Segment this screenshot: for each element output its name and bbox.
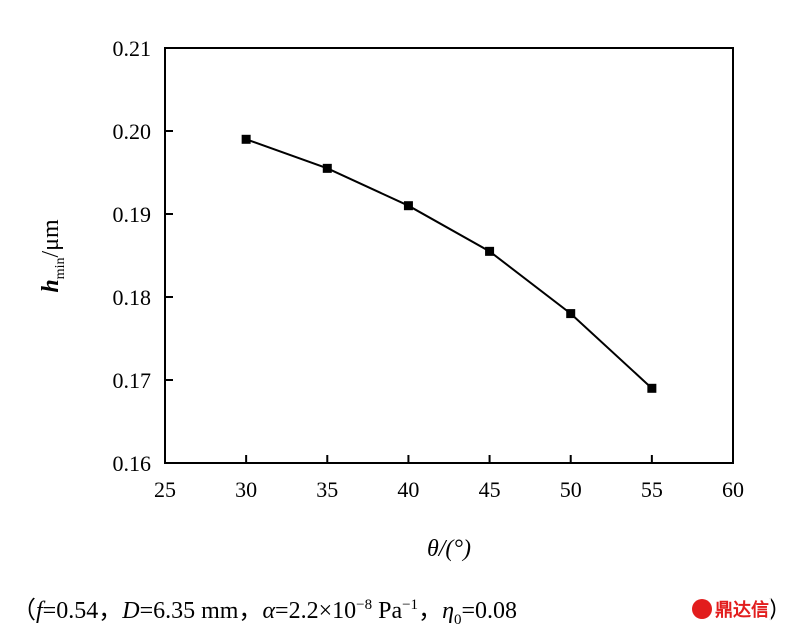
caption-eta-symbol: η bbox=[442, 598, 454, 624]
y-tick-label: 0.19 bbox=[113, 202, 152, 227]
x-tick-label: 40 bbox=[397, 477, 419, 502]
y-axis-title: hmin/μm bbox=[38, 219, 68, 293]
caption-separator: ， bbox=[418, 598, 443, 624]
y-axis-subscript: min bbox=[53, 258, 68, 280]
figure-caption: （f=0.54，D=6.35 mm，α=2.2×10−8 Pa−1，η0=0.0… bbox=[12, 590, 789, 629]
x-tick-label: 35 bbox=[316, 477, 338, 502]
x-tick-label: 55 bbox=[641, 477, 663, 502]
y-axis-ticks: 0.16 0.17 0.18 0.19 0.20 0.21 bbox=[113, 36, 173, 476]
caption-alpha-value: =2.2×10 bbox=[275, 598, 357, 624]
y-tick-label: 0.17 bbox=[113, 368, 152, 393]
data-point-marker bbox=[322, 163, 332, 173]
caption-open: （ bbox=[12, 598, 36, 624]
y-tick-label: 0.16 bbox=[113, 451, 152, 476]
y-axis-symbol: h bbox=[38, 279, 64, 292]
data-point-marker bbox=[241, 134, 251, 144]
chart: 25 30 35 40 45 50 55 60 0.16 0.17 0.18 0.19 0.20 0.2… bbox=[38, 36, 744, 562]
data-point-marker bbox=[647, 383, 657, 393]
x-tick-label: 25 bbox=[154, 477, 176, 502]
x-tick-label: 45 bbox=[479, 477, 501, 502]
y-tick-label: 0.18 bbox=[113, 285, 152, 310]
watermark-logo-icon bbox=[692, 599, 712, 619]
caption-alpha-exponent: −8 bbox=[356, 597, 373, 613]
data-point-marker bbox=[403, 201, 413, 211]
caption-f-symbol: f bbox=[36, 598, 43, 624]
x-tick-label: 60 bbox=[722, 477, 744, 502]
series-line bbox=[245, 138, 653, 390]
caption-f-value: =0.54， bbox=[42, 598, 123, 624]
caption-alpha-symbol: α bbox=[262, 598, 276, 624]
y-tick-label: 0.20 bbox=[113, 119, 152, 144]
watermark: 鼎达信 bbox=[690, 596, 771, 622]
plot-frame bbox=[164, 47, 734, 464]
caption-eta-value: =0.08 bbox=[461, 598, 518, 624]
caption-d-symbol: D bbox=[122, 598, 140, 624]
x-tick-label: 50 bbox=[560, 477, 582, 502]
watermark-text: 鼎达信 bbox=[715, 600, 769, 621]
caption-alpha-unit: Pa bbox=[372, 598, 403, 624]
y-tick-label: 0.21 bbox=[113, 36, 152, 61]
caption-alpha-unit-exponent: −1 bbox=[402, 597, 419, 613]
y-axis-unit: /μm bbox=[38, 219, 64, 258]
caption-d-value: =6.35 mm， bbox=[139, 598, 263, 624]
x-axis-ticks: 25 30 35 40 45 50 55 60 bbox=[154, 455, 744, 502]
data-points bbox=[241, 134, 657, 393]
data-point-marker bbox=[485, 246, 495, 256]
data-point-marker bbox=[566, 309, 576, 319]
x-tick-label: 30 bbox=[235, 477, 257, 502]
x-axis-title: θ/(°) bbox=[427, 536, 471, 562]
caption-eta-subscript: 0 bbox=[453, 611, 462, 628]
caption-close: ） bbox=[768, 590, 789, 625]
